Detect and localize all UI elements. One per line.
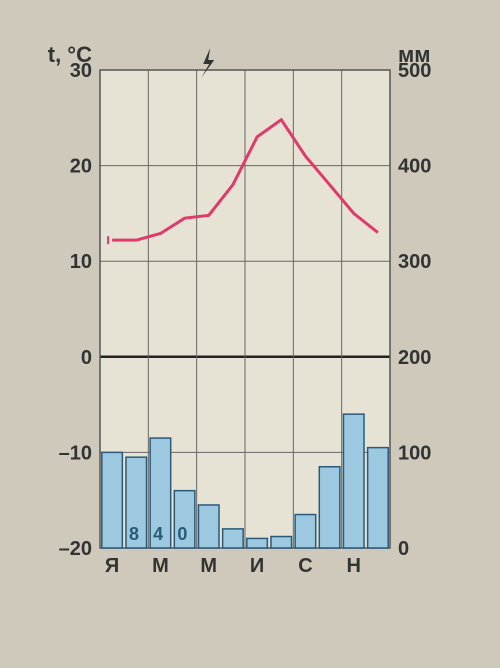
precip-bar [295, 515, 316, 548]
chart-svg: –20–1001020300100200300400500ЯММИСНt, °C… [40, 40, 460, 588]
precip-total-annotation: 0 [177, 524, 187, 544]
climate-chart: –20–1001020300100200300400500ЯММИСНt, °C… [40, 40, 460, 588]
x-tick: И [250, 555, 264, 577]
x-tick: М [152, 555, 169, 577]
left-tick: 0 [81, 347, 92, 369]
precip-bar [223, 529, 244, 548]
precip-bar [343, 414, 364, 548]
precip-total-annotation: 8 [129, 524, 139, 544]
left-axis-label: t, °C [48, 42, 92, 67]
x-tick: М [200, 555, 217, 577]
right-tick: 300 [398, 251, 431, 273]
right-tick: 0 [398, 538, 409, 560]
page-bg: –20–1001020300100200300400500ЯММИСНt, °C… [0, 0, 500, 668]
right-tick: 100 [398, 442, 431, 464]
precip-total-annotation: 4 [153, 524, 163, 544]
right-tick: 200 [398, 347, 431, 369]
x-tick: С [298, 555, 312, 577]
left-tick: 10 [70, 251, 92, 273]
precip-bar [368, 448, 389, 548]
precip-bar [102, 452, 123, 548]
right-tick: 400 [398, 156, 431, 178]
precip-bar [198, 505, 219, 548]
left-tick: –10 [59, 442, 92, 464]
precip-bar [247, 538, 268, 548]
left-tick: –20 [59, 538, 92, 560]
right-axis-label: мм [398, 42, 431, 67]
precip-bar [319, 467, 340, 548]
left-tick: 20 [70, 156, 92, 178]
x-tick: Н [347, 555, 361, 577]
x-tick: Я [105, 555, 119, 577]
precip-bar [271, 537, 292, 548]
